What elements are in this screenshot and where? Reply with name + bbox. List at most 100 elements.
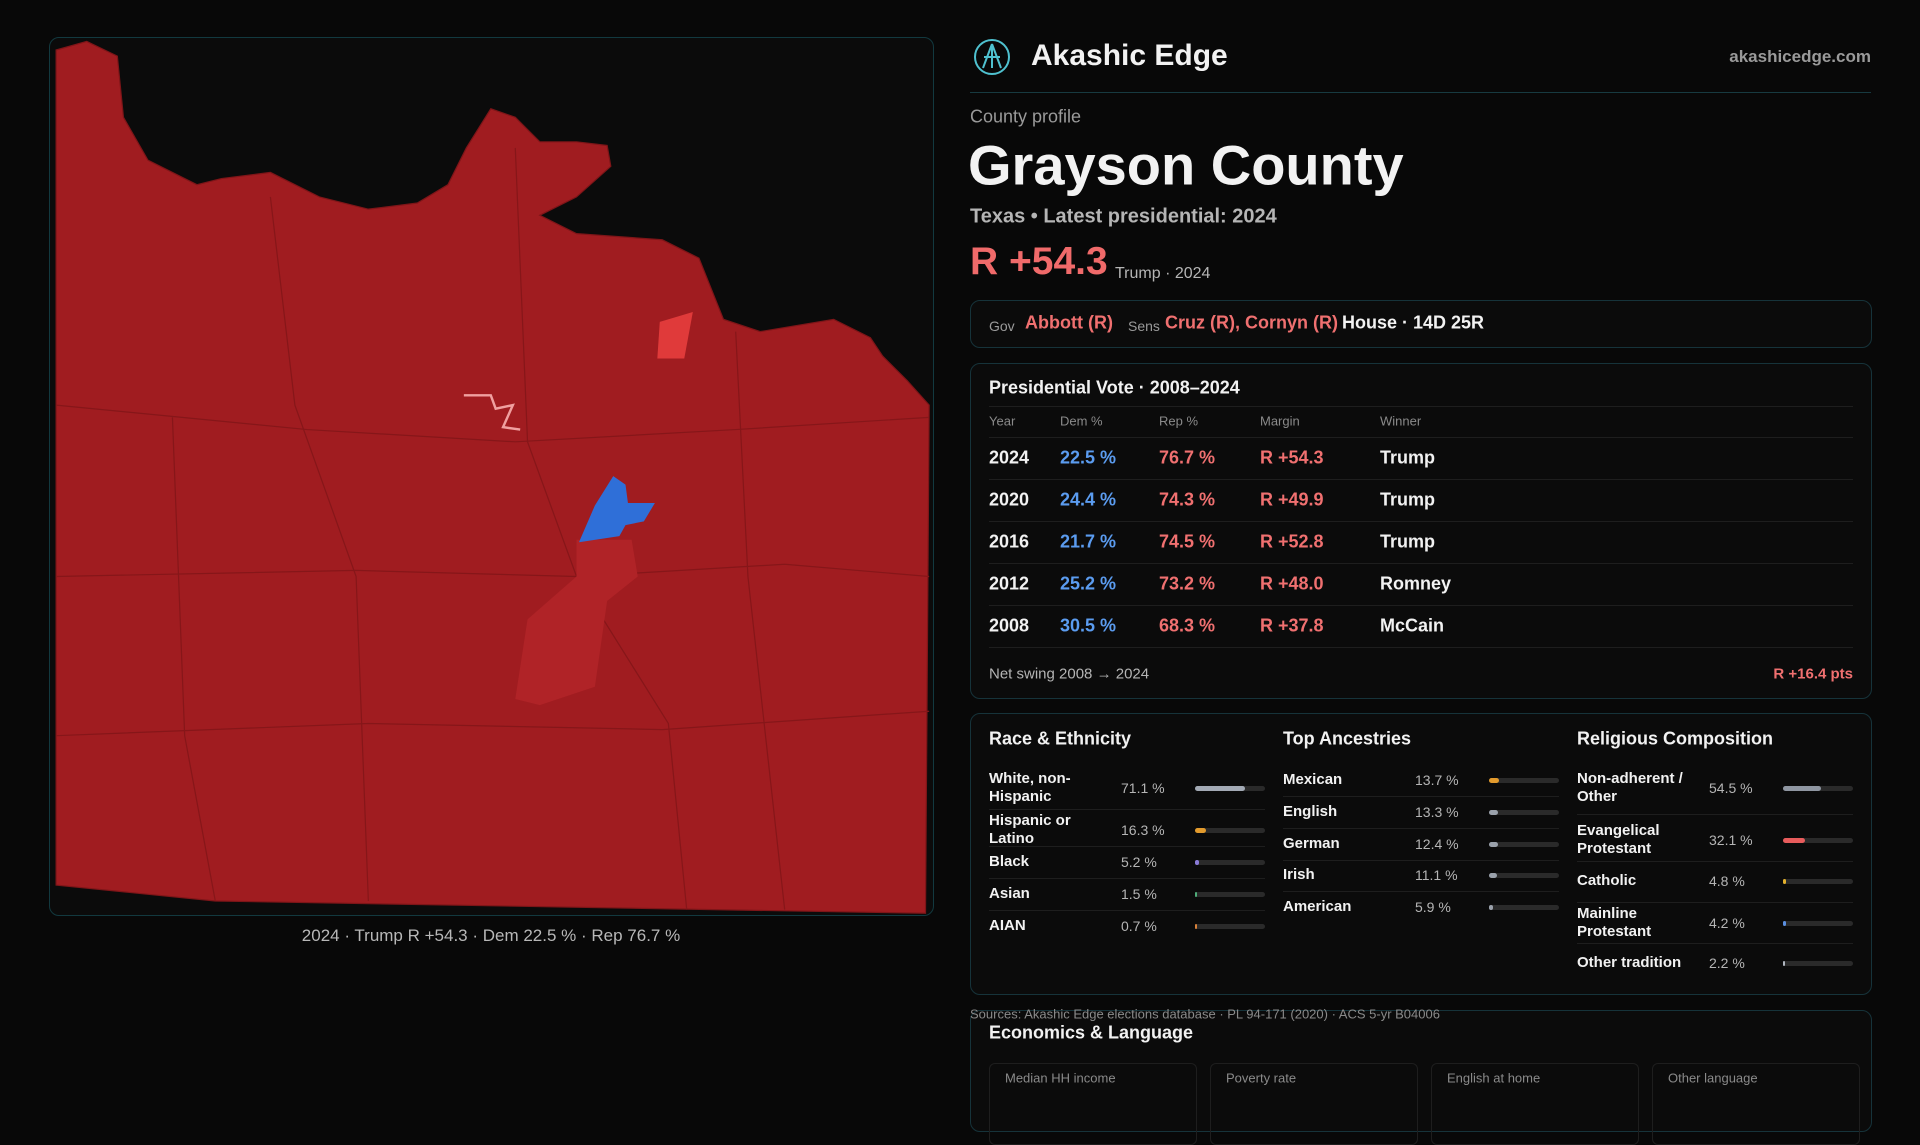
bar-track [1489,842,1559,847]
section-title: Race & Ethnicity [989,728,1132,749]
item-label: Irish [1283,866,1315,883]
cell: 74.5 % [1159,531,1216,552]
bar [1783,961,1785,966]
bar [1783,838,1806,843]
bar [1489,873,1497,878]
econ-title: Economics & Language [989,1022,1194,1043]
cell: 2020 [989,489,1030,510]
column-header: Dem % [1060,413,1103,429]
item-value: 5.9 % [1415,899,1451,915]
eyebrow: County profile [970,106,1082,127]
cell: 76.7 % [1159,447,1216,468]
cell: R +48.0 [1260,573,1324,594]
presidential-box: Presidential Vote · 2008–2024 Net swing … [970,363,1872,699]
bar-track [1489,905,1559,910]
cell: 2008 [989,615,1030,636]
bar [1489,842,1498,847]
bar [1195,924,1197,929]
cell: Trump [1380,447,1436,468]
econ-label: Median HH income [1005,1070,1116,1086]
cell: R +49.9 [1260,489,1324,510]
rule [989,647,1853,648]
swing-value: R +16.4 pts [1773,665,1853,683]
gov: Abbott (R) [1025,312,1113,333]
item-value: 12.4 % [1415,836,1459,852]
bar [1195,786,1245,791]
column-header: Winner [1380,413,1422,429]
rule [989,521,1853,522]
rule [1577,943,1853,944]
item-value: 16.3 % [1121,822,1165,838]
bar-track [1195,786,1265,791]
item-label: Catholic [1577,872,1637,889]
bar [1489,810,1499,815]
bar [1195,892,1197,897]
cell: 73.2 % [1159,573,1216,594]
item-value: 71.1 % [1121,780,1165,796]
bar [1195,860,1199,865]
precinct-highlight [657,312,693,359]
section-title: Top Ancestries [1283,728,1412,749]
item-value: 13.3 % [1415,804,1459,820]
cell: 25.2 % [1060,573,1117,594]
cell: R +37.8 [1260,615,1324,636]
bar-track [1783,961,1853,966]
cell: R +54.3 [1260,447,1324,468]
cell: R +52.8 [1260,531,1324,552]
rule [989,406,1853,407]
bar-track [1783,786,1853,791]
item-value: 5.2 % [1121,854,1157,870]
rule [989,846,1265,847]
rule [989,809,1265,810]
item-value: 4.8 % [1709,873,1745,889]
cell: 74.3 % [1159,489,1216,510]
bar-track [1195,924,1265,929]
rule [1283,859,1559,861]
county-shape [55,40,930,914]
house: House · 14D 25R [1342,312,1485,333]
column-header: Margin [1260,413,1300,429]
cell: 68.3 % [1159,615,1216,636]
item-label: White, non-Hispanic [989,770,1071,805]
rule [989,878,1265,879]
cell: 21.7 % [1060,531,1117,552]
item-value: 1.5 % [1121,886,1157,902]
rule [1283,828,1559,829]
rule [989,479,1853,480]
bar [1783,786,1822,791]
rule [1577,860,1853,862]
precinct-dem [578,476,655,543]
margin-note: Trump · 2024 [1115,265,1211,282]
item-value: 0.7 % [1121,918,1157,934]
bar [1195,828,1207,833]
page: 2024 · Trump R +54.3 · Dem 22.5 % · Rep … [49,37,1872,1145]
item-label: Other tradition [1577,954,1682,971]
item-label: Mexican [1283,771,1343,788]
rule [989,563,1853,564]
county-map [55,40,930,914]
item-value: 2.2 % [1709,955,1745,971]
margin: R +54.3 [970,240,1108,283]
county-title: Grayson County [968,133,1404,197]
bar-track [1489,810,1559,815]
divider [970,92,1871,93]
cell: Romney [1380,573,1452,594]
cell: 2016 [989,531,1030,552]
item-label: English [1283,803,1338,820]
cell: 22.5 % [1060,447,1117,468]
item-value: 13.7 % [1415,772,1459,788]
column-header: Year [989,413,1016,429]
item-label: German [1283,835,1340,852]
rule [1283,796,1559,797]
table-title: Presidential Vote · 2008–2024 [989,377,1240,398]
rule [1283,891,1559,892]
sens: Cruz (R), Cornyn (R) [1165,312,1338,333]
item-value: 11.1 % [1415,867,1458,883]
bar-track [1783,921,1853,926]
item-label: Mainline Protestant [1577,905,1652,940]
site-link[interactable]: akashicedge.com [1729,47,1871,66]
item-label: Black [989,853,1030,870]
precinct-highlight [515,539,638,706]
item-label: AIAN [989,917,1026,934]
bar [1489,778,1499,783]
